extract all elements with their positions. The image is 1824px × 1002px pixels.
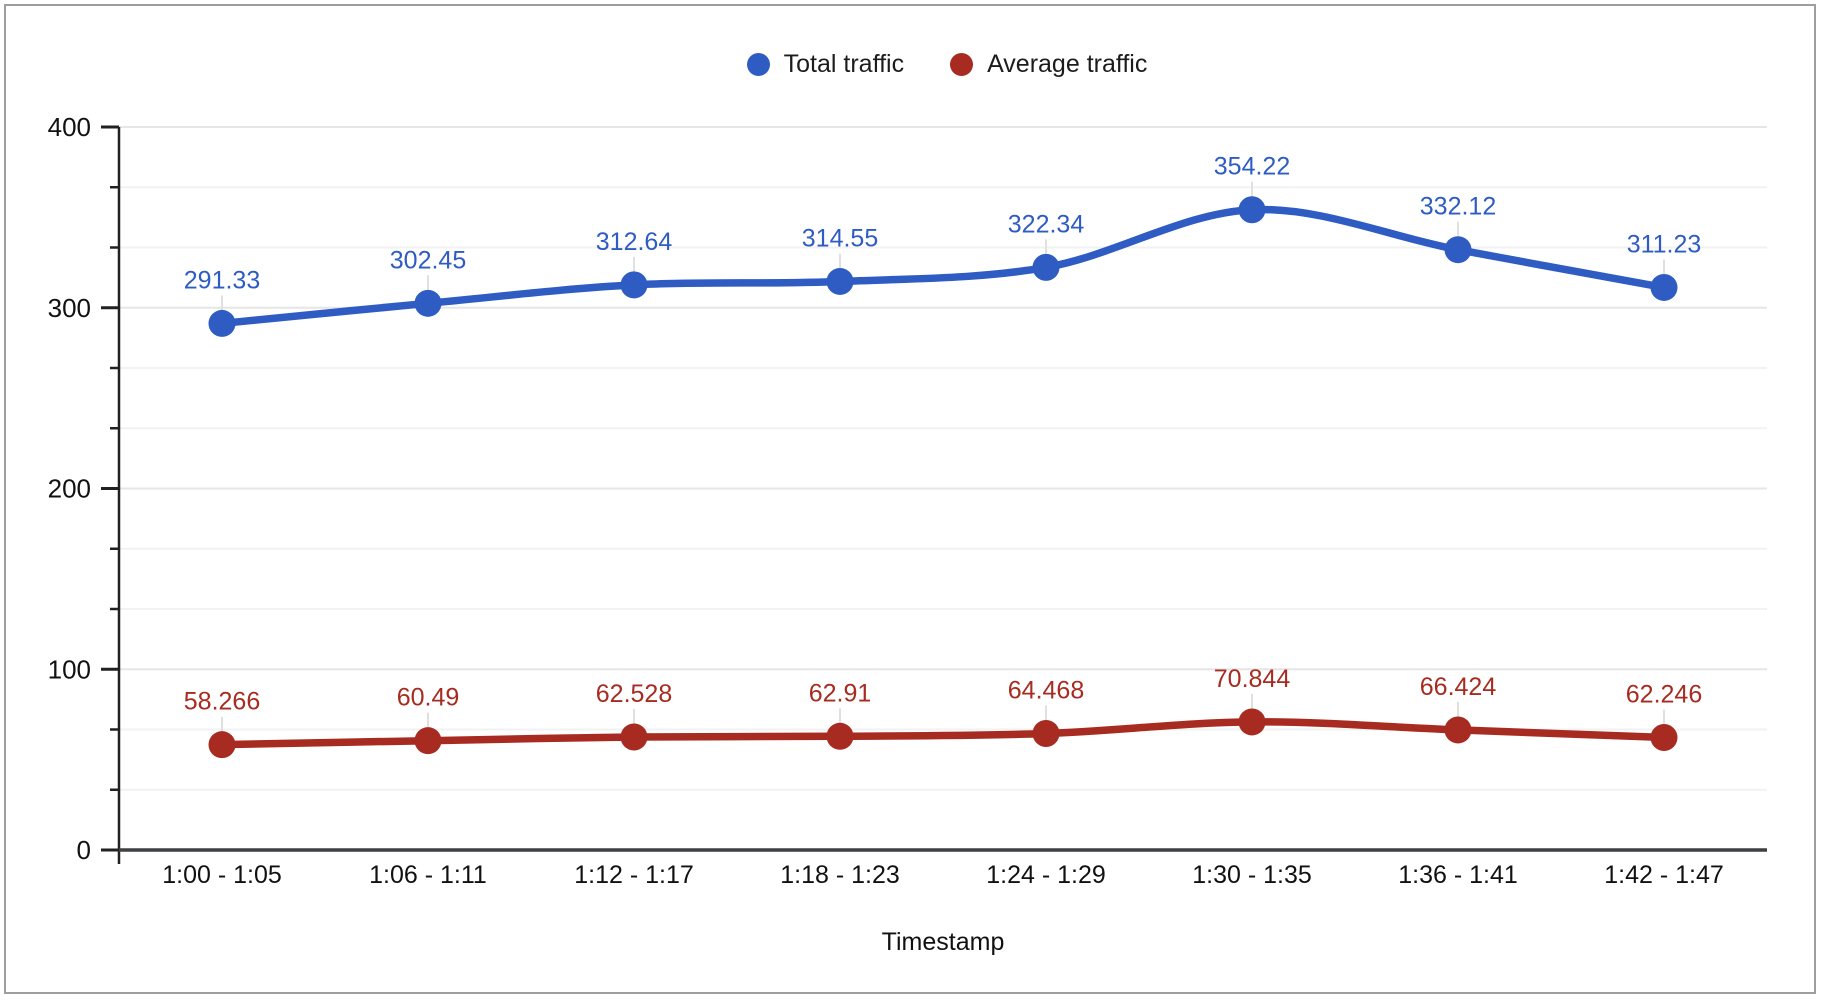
data-label-total-traffic: 291.33 [184,266,260,294]
data-label-total-traffic: 354.22 [1214,153,1290,181]
data-label-average-traffic: 58.266 [184,688,260,716]
data-point-average-traffic[interactable] [1238,708,1266,736]
legend-dot-total-traffic-icon [746,53,770,76]
y-tick-label: 300 [48,293,91,323]
series-line-total-traffic [218,205,1668,328]
data-point-average-traffic[interactable] [1032,719,1060,747]
data-point-average-traffic[interactable] [414,727,442,755]
data-point-total-traffic[interactable] [1444,236,1472,264]
data-point-total-traffic[interactable] [1650,273,1678,301]
legend-item-total-traffic[interactable]: Total traffic [746,50,905,79]
data-label-average-traffic: 64.468 [1008,676,1084,704]
traffic-line-chart[interactable]: 0 100 200 300 400 1:00 - 1:05 1:06 - 1:11 1:12 … [6,6,1818,992]
legend-dot-average-traffic-icon [950,53,974,76]
data-label-total-traffic: 312.64 [596,228,673,256]
x-tick-label: 1:24 - 1:29 [986,861,1106,889]
data-label-average-traffic: 62.246 [1626,680,1702,708]
data-label-total-traffic: 302.45 [390,246,466,274]
data-label-total-traffic: 332.12 [1420,193,1496,221]
legend: Total traffic Average traffic [123,50,1771,79]
x-tick-label: 1:00 - 1:05 [162,861,282,889]
x-tick-label: 1:06 - 1:11 [369,861,487,889]
data-point-total-traffic[interactable] [414,289,442,317]
data-label-average-traffic: 66.424 [1420,673,1497,701]
y-tick-label: 100 [48,654,91,684]
data-point-average-traffic[interactable] [208,731,236,759]
data-label-average-traffic: 62.528 [596,680,672,708]
x-tick-label: 1:42 - 1:47 [1604,861,1724,889]
chart-frame: Total traffic Average traffic 0 100 200 300… [4,4,1816,994]
data-label-total-traffic: 311.23 [1627,230,1702,258]
data-point-total-traffic[interactable] [1238,196,1266,224]
data-label-average-traffic: 70.844 [1214,665,1291,693]
y-tick-label: 0 [77,835,91,865]
y-tick-label: 400 [48,112,91,142]
data-point-total-traffic[interactable] [620,271,648,299]
data-point-total-traffic[interactable] [826,267,854,295]
data-point-average-traffic[interactable] [1444,716,1472,744]
y-tick-label: 200 [48,474,91,504]
data-label-average-traffic: 60.49 [397,684,460,712]
x-axis-title: Timestamp [882,928,1005,956]
x-tick-label: 1:30 - 1:35 [1192,861,1312,889]
data-point-average-traffic[interactable] [826,722,854,750]
series-line-average-traffic [218,718,1668,749]
legend-label-total-traffic: Total traffic [783,50,905,78]
data-point-average-traffic[interactable] [620,723,648,751]
x-tick-label: 1:36 - 1:41 [1398,861,1518,889]
legend-item-average-traffic[interactable]: Average traffic [950,50,1147,79]
data-label-total-traffic: 314.55 [802,224,878,252]
data-point-total-traffic[interactable] [208,309,236,337]
x-tick-label: 1:12 - 1:17 [574,861,694,889]
data-point-total-traffic[interactable] [1032,253,1060,281]
data-label-average-traffic: 62.91 [809,679,872,707]
x-tick-label: 1:18 - 1:23 [780,861,900,889]
data-label-total-traffic: 322.34 [1008,210,1085,238]
legend-label-average-traffic: Average traffic [987,50,1148,78]
data-point-average-traffic[interactable] [1650,723,1678,751]
